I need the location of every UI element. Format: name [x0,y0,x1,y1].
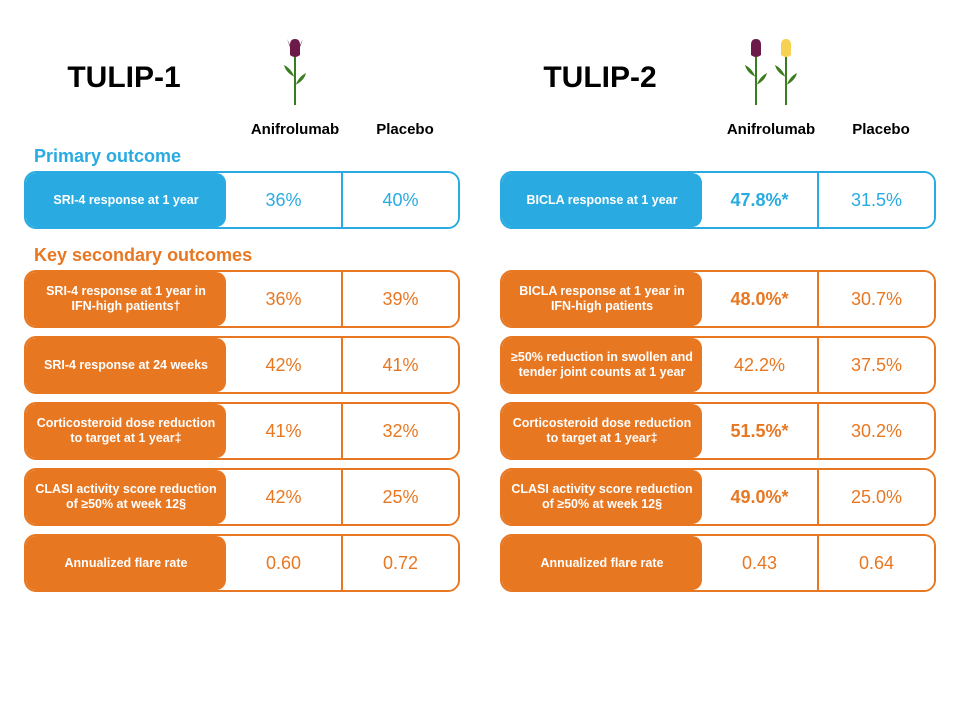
anif-value: 36% [226,173,343,227]
outcome-label: BICLA response at 1 year in IFN-high pat… [502,272,702,326]
outcome-row: CLASI activity score reduction of ≥50% a… [24,468,460,526]
anif-value: 41% [226,404,343,458]
anif-value: 42.2% [702,338,819,392]
tulip1-title: TULIP-1 [24,61,224,95]
anif-value: 49.0%* [702,470,819,524]
outcome-label: BICLA response at 1 year [502,173,702,227]
outcome-label: SRI-4 response at 1 year [26,173,226,227]
anif-value: 0.60 [226,536,343,590]
tulip1-anif-col: Anifrolumab [240,37,350,138]
tulip2-drug-labels: Anifrolumab Placebo [716,37,936,138]
plac-value: 31.5% [819,173,934,227]
tulip1-plac-col: Placebo [350,117,460,138]
outcome-row: CLASI activity score reduction of ≥50% a… [500,468,936,526]
outcome-row: BICLA response at 1 year in IFN-high pat… [500,270,936,328]
secondary-outcome-heading: Key secondary outcomes [34,245,936,266]
plac-value: 0.64 [819,536,934,590]
outcome-label: ≥50% reduction in swollen and tender joi… [502,338,702,392]
tulip2-anif-col: Anifrolumab [716,37,826,138]
outcome-label: SRI-4 response at 1 year in IFN-high pat… [26,272,226,326]
plac-value: 39% [343,272,458,326]
plac-value: 25% [343,470,458,524]
anif-value: 36% [226,272,343,326]
plac-label: Placebo [376,121,434,138]
tulip-icon-pair [741,37,801,117]
outcome-row: BICLA response at 1 year 47.8%* 31.5% [500,171,936,229]
tulip1-header: TULIP-1 Anifrolumab Placebo [24,18,460,138]
outcome-label: Annualized flare rate [502,536,702,590]
tulip2-primary-panel: BICLA response at 1 year 47.8%* 31.5% [500,171,936,237]
anif-value: 42% [226,338,343,392]
primary-panels: SRI-4 response at 1 year 36% 40% BICLA r… [24,171,936,237]
outcome-row: ≥50% reduction in swollen and tender joi… [500,336,936,394]
plac-value: 37.5% [819,338,934,392]
outcome-label: Corticosteroid dose reduction to target … [502,404,702,458]
secondary-panels: SRI-4 response at 1 year in IFN-high pat… [24,270,936,600]
tulip2-plac-col: Placebo [826,117,936,138]
tulip2-title: TULIP-2 [500,61,700,95]
outcome-row: Annualized flare rate0.430.64 [500,534,936,592]
tulip2-secondary-panel: BICLA response at 1 year in IFN-high pat… [500,270,936,600]
plac-label: Placebo [852,121,910,138]
outcome-row: Annualized flare rate0.600.72 [24,534,460,592]
plac-value: 40% [343,173,458,227]
outcome-row: Corticosteroid dose reduction to target … [24,402,460,460]
anif-value: 48.0%* [702,272,819,326]
tulip1-drug-labels: Anifrolumab Placebo [240,37,460,138]
plac-value: 41% [343,338,458,392]
outcome-label: SRI-4 response at 24 weeks [26,338,226,392]
anif-label: Anifrolumab [251,121,339,138]
outcome-row: SRI-4 response at 1 year in IFN-high pat… [24,270,460,328]
tulip2-header: TULIP-2 Anifro [500,18,936,138]
anif-value: 51.5%* [702,404,819,458]
outcome-row: Corticosteroid dose reduction to target … [500,402,936,460]
anif-value: 42% [226,470,343,524]
header-row: TULIP-1 Anifrolumab Placebo TULIP-2 [24,18,936,138]
tulip1-primary-panel: SRI-4 response at 1 year 36% 40% [24,171,460,237]
anif-value: 47.8%* [702,173,819,227]
plac-value: 0.72 [343,536,458,590]
outcome-label: CLASI activity score reduction of ≥50% a… [502,470,702,524]
anif-label: Anifrolumab [727,121,815,138]
tulip1-secondary-panel: SRI-4 response at 1 year in IFN-high pat… [24,270,460,600]
primary-outcome-heading: Primary outcome [34,146,936,167]
plac-value: 25.0% [819,470,934,524]
tulip-icon [280,37,310,117]
outcome-row: SRI-4 response at 1 year 36% 40% [24,171,460,229]
outcome-label: Annualized flare rate [26,536,226,590]
plac-value: 32% [343,404,458,458]
outcome-row: SRI-4 response at 24 weeks42%41% [24,336,460,394]
plac-value: 30.2% [819,404,934,458]
anif-value: 0.43 [702,536,819,590]
outcome-label: Corticosteroid dose reduction to target … [26,404,226,458]
outcome-label: CLASI activity score reduction of ≥50% a… [26,470,226,524]
plac-value: 30.7% [819,272,934,326]
